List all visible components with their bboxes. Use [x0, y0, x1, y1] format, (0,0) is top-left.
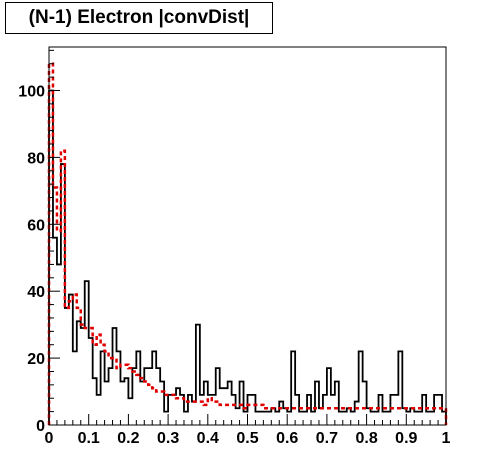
- y-tick-label: 20: [27, 351, 45, 368]
- x-tick-label: 0.7: [316, 430, 338, 447]
- x-tick-label: 0.2: [117, 430, 139, 447]
- x-tick-label: 0.6: [276, 430, 298, 447]
- y-tick-label: 100: [18, 83, 45, 100]
- x-tick-label: 0.8: [355, 430, 377, 447]
- y-tick-label: 60: [27, 217, 45, 234]
- x-tick-label: 1: [442, 430, 451, 447]
- x-tick-label: 0.5: [236, 430, 258, 447]
- histogram-series-1-solid: [48, 89, 447, 425]
- x-tick-label: 0.1: [78, 430, 100, 447]
- x-tick-label: 0.3: [157, 430, 179, 447]
- y-tick-label: 80: [27, 150, 45, 167]
- y-tick-label: 40: [27, 284, 45, 301]
- y-tick-label: 0: [36, 418, 45, 435]
- x-tick-label: 0.9: [395, 430, 417, 447]
- histogram-series-2-dashed: [47, 62, 448, 425]
- chart-title: (N-1) Electron |convDist|: [5, 2, 273, 34]
- x-tick-label: 0: [45, 430, 54, 447]
- x-tick-label: 0.4: [197, 430, 219, 447]
